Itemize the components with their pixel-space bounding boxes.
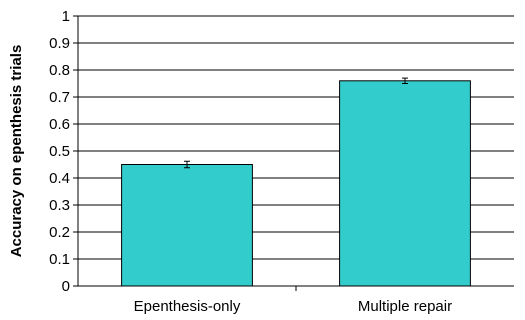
error-bar: [184, 160, 190, 169]
bar-epenthesis-only: [121, 164, 253, 287]
x-tick-label: Epenthesis-only: [134, 298, 241, 315]
y-tick-label: 0.4: [49, 170, 70, 187]
y-axis-title: Accuracy on epenthesis trials: [8, 45, 25, 258]
bar-multiple-repair: [339, 80, 471, 287]
y-tick-label: 0.3: [49, 197, 70, 214]
y-tick-label: 0.7: [49, 89, 70, 106]
y-tick-label: 0.8: [49, 62, 70, 79]
y-tick-label: 0: [62, 278, 70, 295]
y-tick-label: 1: [62, 8, 70, 25]
y-tick-label: 0.5: [49, 143, 70, 160]
y-tick-label: 0.6: [49, 116, 70, 133]
x-tick-label: Multiple repair: [358, 298, 452, 315]
y-tick-label: 0.2: [49, 224, 70, 241]
x-tick-labels: Epenthesis-only Multiple repair: [134, 286, 452, 315]
error-bar: [402, 77, 408, 84]
y-tick-labels: 0 0.1 0.2 0.3 0.4 0.5 0.6 0.7 0.8 0.9 1: [49, 8, 78, 295]
y-tick-label: 0.9: [49, 35, 70, 52]
y-tick-label: 0.1: [49, 251, 70, 268]
error-bars: [184, 77, 408, 169]
bars: [121, 80, 471, 287]
